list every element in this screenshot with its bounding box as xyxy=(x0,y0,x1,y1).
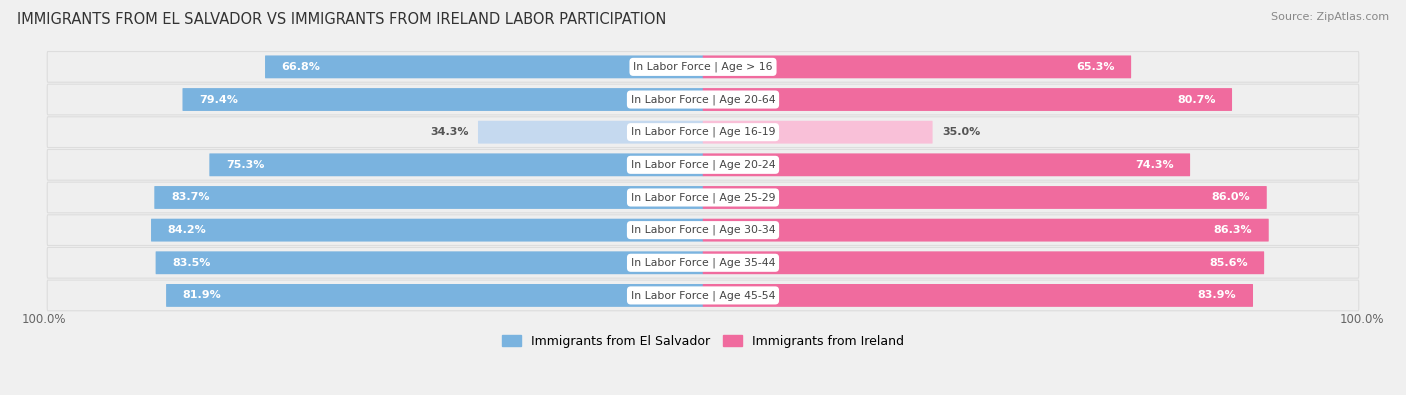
FancyBboxPatch shape xyxy=(703,219,1268,242)
FancyBboxPatch shape xyxy=(703,186,1267,209)
Text: 100.0%: 100.0% xyxy=(21,313,66,326)
Text: 84.2%: 84.2% xyxy=(167,225,207,235)
FancyBboxPatch shape xyxy=(155,186,703,209)
Text: 83.7%: 83.7% xyxy=(172,192,209,203)
Text: 79.4%: 79.4% xyxy=(200,94,238,105)
Text: 65.3%: 65.3% xyxy=(1076,62,1115,72)
FancyBboxPatch shape xyxy=(209,153,703,176)
Text: 66.8%: 66.8% xyxy=(281,62,321,72)
Text: 75.3%: 75.3% xyxy=(226,160,264,170)
Text: 80.7%: 80.7% xyxy=(1177,94,1215,105)
FancyBboxPatch shape xyxy=(703,121,932,144)
Text: 74.3%: 74.3% xyxy=(1135,160,1174,170)
FancyBboxPatch shape xyxy=(478,121,703,144)
Text: Source: ZipAtlas.com: Source: ZipAtlas.com xyxy=(1271,12,1389,22)
FancyBboxPatch shape xyxy=(703,153,1189,176)
Text: 86.3%: 86.3% xyxy=(1213,225,1253,235)
FancyBboxPatch shape xyxy=(48,247,1358,278)
Text: In Labor Force | Age 25-29: In Labor Force | Age 25-29 xyxy=(631,192,775,203)
Text: 85.6%: 85.6% xyxy=(1209,258,1247,268)
Text: In Labor Force | Age 35-44: In Labor Force | Age 35-44 xyxy=(631,258,775,268)
FancyBboxPatch shape xyxy=(703,284,1253,307)
Text: 83.9%: 83.9% xyxy=(1198,290,1236,301)
Text: 81.9%: 81.9% xyxy=(183,290,222,301)
FancyBboxPatch shape xyxy=(703,251,1264,274)
FancyBboxPatch shape xyxy=(150,219,703,242)
FancyBboxPatch shape xyxy=(48,149,1358,180)
Text: In Labor Force | Age 20-64: In Labor Force | Age 20-64 xyxy=(631,94,775,105)
FancyBboxPatch shape xyxy=(266,55,703,78)
FancyBboxPatch shape xyxy=(156,251,703,274)
FancyBboxPatch shape xyxy=(703,55,1132,78)
FancyBboxPatch shape xyxy=(48,117,1358,147)
FancyBboxPatch shape xyxy=(48,182,1358,213)
Text: 35.0%: 35.0% xyxy=(942,127,980,137)
Text: 86.0%: 86.0% xyxy=(1212,192,1250,203)
FancyBboxPatch shape xyxy=(48,84,1358,115)
FancyBboxPatch shape xyxy=(166,284,703,307)
Legend: Immigrants from El Salvador, Immigrants from Ireland: Immigrants from El Salvador, Immigrants … xyxy=(498,329,908,352)
FancyBboxPatch shape xyxy=(183,88,703,111)
Text: In Labor Force | Age > 16: In Labor Force | Age > 16 xyxy=(633,62,773,72)
FancyBboxPatch shape xyxy=(48,280,1358,311)
Text: In Labor Force | Age 16-19: In Labor Force | Age 16-19 xyxy=(631,127,775,137)
FancyBboxPatch shape xyxy=(703,88,1232,111)
Text: IMMIGRANTS FROM EL SALVADOR VS IMMIGRANTS FROM IRELAND LABOR PARTICIPATION: IMMIGRANTS FROM EL SALVADOR VS IMMIGRANT… xyxy=(17,12,666,27)
Text: In Labor Force | Age 45-54: In Labor Force | Age 45-54 xyxy=(631,290,775,301)
Text: 34.3%: 34.3% xyxy=(430,127,468,137)
Text: 100.0%: 100.0% xyxy=(1340,313,1385,326)
Text: In Labor Force | Age 30-34: In Labor Force | Age 30-34 xyxy=(631,225,775,235)
FancyBboxPatch shape xyxy=(48,51,1358,82)
Text: 83.5%: 83.5% xyxy=(173,258,211,268)
Text: In Labor Force | Age 20-24: In Labor Force | Age 20-24 xyxy=(631,160,775,170)
FancyBboxPatch shape xyxy=(48,215,1358,245)
